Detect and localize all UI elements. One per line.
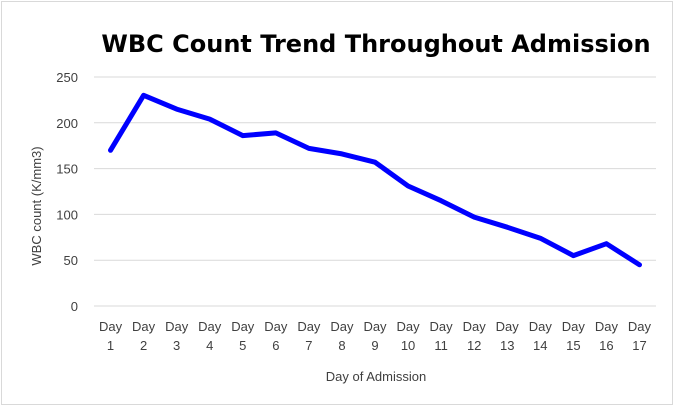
x-tick-label: Day 9: [363, 319, 387, 353]
x-tick-label: Day 5: [231, 319, 255, 353]
y-tick-label: 50: [64, 253, 78, 268]
x-tick-label: Day 16: [595, 319, 619, 353]
x-tick-label: Day 15: [562, 319, 586, 353]
x-tick-label: Day 17: [628, 319, 652, 353]
x-tick-labels: Day 1 Day 2 Day 3 Day 4 Day 5 Day 6 Day 7 Day 8 Day 9 Day 1…: [99, 319, 652, 353]
x-tick-label: Day 10: [396, 319, 420, 353]
x-tick-label: Day 14: [529, 319, 553, 353]
y-tick-label: 0: [71, 299, 78, 314]
x-tick-label: Day 4: [198, 319, 222, 353]
y-axis-title: WBC count (K/mm3): [29, 146, 44, 265]
y-tick-label: 150: [56, 162, 78, 177]
gridlines: [94, 76, 656, 307]
chart-title: WBC Count Trend Throughout Admission: [101, 30, 650, 58]
y-tick-labels: 0 50 100 150 200 250: [56, 70, 78, 314]
y-tick-label: 250: [56, 70, 78, 85]
y-tick-label: 200: [56, 116, 78, 131]
x-tick-label: Day 12: [463, 319, 487, 353]
x-tick-label: Day 13: [496, 319, 520, 353]
x-tick-label: Day 11: [430, 319, 454, 353]
x-tick-label: Day 3: [165, 319, 189, 353]
x-tick-label: Day 2: [132, 319, 156, 353]
x-tick-label: Day 8: [330, 319, 354, 353]
x-tick-label: Day 6: [264, 319, 288, 353]
x-axis-title: Day of Admission: [326, 369, 426, 384]
series-line: [108, 92, 642, 268]
x-tick-label: Day 7: [297, 319, 321, 353]
x-tick-label: Day 1: [99, 319, 123, 353]
y-tick-label: 100: [56, 207, 78, 222]
